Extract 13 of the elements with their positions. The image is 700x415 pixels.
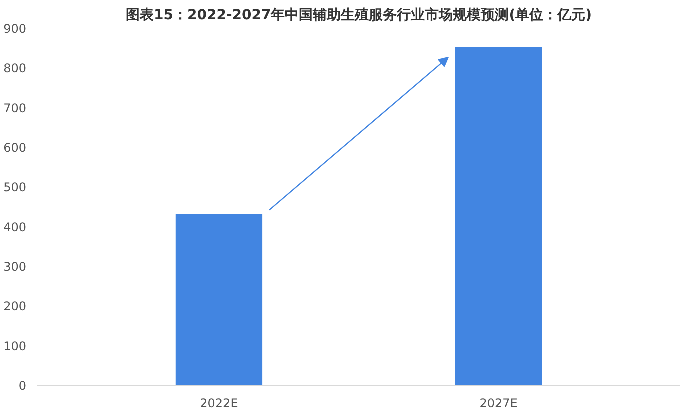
x-tick-label: 2027E: [480, 396, 518, 410]
y-tick-label: 0: [18, 379, 27, 393]
y-tick-label: 800: [4, 62, 26, 76]
y-tick-label: 200: [4, 300, 26, 314]
y-tick-label: 400: [4, 220, 26, 234]
y-tick-label: 900: [4, 22, 26, 36]
y-tick-label: 500: [4, 180, 26, 195]
y-tick-label: 100: [4, 339, 26, 354]
x-tick-label: 2022E: [200, 396, 238, 410]
y-tick-label: 700: [4, 101, 26, 116]
chart-title: 图表15：2022-2027年中国辅助生殖服务行业市场规模预测(单位：亿元): [126, 6, 592, 24]
y-tick-label: 600: [4, 141, 26, 155]
y-tick-label: 300: [4, 260, 26, 274]
